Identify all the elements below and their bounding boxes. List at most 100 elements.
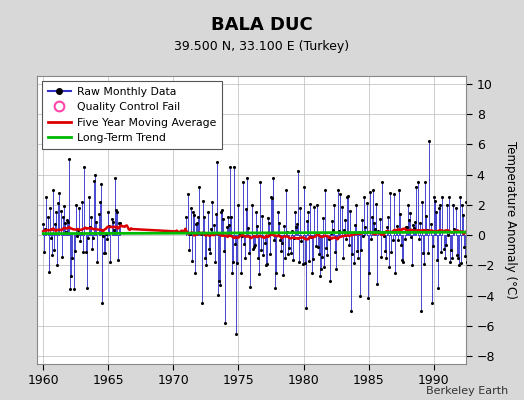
Point [353, 248, 361, 254]
Point [217, 209, 225, 216]
Point [106, 259, 115, 266]
Point [235, 231, 244, 237]
Point [401, 224, 410, 230]
Point [311, 243, 320, 249]
Point [368, 214, 376, 220]
Point [52, 209, 60, 216]
Point [204, 209, 212, 216]
Point [428, 300, 436, 306]
Point [230, 164, 238, 170]
Point [260, 240, 269, 246]
Point [194, 214, 203, 220]
Point [343, 194, 351, 200]
Point [397, 242, 406, 248]
Point [294, 168, 302, 174]
Point [218, 206, 226, 213]
Point [464, 255, 473, 261]
Point [291, 209, 299, 216]
Point [342, 236, 350, 242]
Point [445, 194, 453, 200]
Point [211, 259, 219, 266]
Point [425, 138, 434, 144]
Point [382, 255, 390, 261]
Point [446, 259, 454, 265]
Point [355, 228, 363, 235]
Point [229, 258, 237, 265]
Point [366, 189, 374, 196]
Point [449, 202, 457, 208]
Point [300, 260, 309, 266]
Point [59, 214, 67, 220]
Point [391, 227, 400, 234]
Point [248, 246, 257, 252]
Point [443, 202, 451, 208]
Point [270, 237, 278, 244]
Point [184, 247, 193, 254]
Point [435, 205, 443, 211]
Point [379, 229, 387, 235]
Point [40, 248, 48, 255]
Point [278, 240, 286, 246]
Point [281, 255, 289, 262]
Point [205, 246, 213, 252]
Point [269, 174, 277, 181]
Point [451, 205, 460, 211]
Point [253, 223, 261, 230]
Point [221, 320, 230, 326]
Point [77, 230, 85, 236]
Point [75, 205, 83, 211]
Point [361, 224, 369, 230]
Point [422, 213, 430, 220]
Point [275, 220, 283, 226]
Point [359, 232, 367, 239]
Point [185, 231, 194, 238]
Point [352, 202, 360, 208]
Point [94, 211, 103, 217]
Point [116, 220, 124, 226]
Point [69, 286, 78, 292]
Point [442, 242, 450, 248]
Point [48, 252, 56, 258]
Point [243, 174, 252, 181]
Point [411, 219, 420, 226]
Point [414, 236, 423, 242]
Point [58, 254, 66, 260]
Point [250, 242, 259, 248]
Point [193, 220, 201, 226]
Point [370, 220, 378, 226]
Point [467, 196, 476, 202]
Point [390, 270, 399, 276]
Point [264, 215, 272, 222]
Point [191, 270, 199, 276]
Point [356, 292, 364, 299]
Point [266, 251, 274, 258]
Point [297, 238, 305, 245]
Point [346, 208, 354, 214]
Point [351, 222, 359, 228]
Point [53, 262, 61, 268]
Point [196, 231, 205, 237]
Point [66, 286, 74, 292]
Point [299, 184, 308, 190]
Point [203, 230, 211, 237]
Point [46, 205, 54, 211]
Point [453, 255, 462, 261]
Point [323, 252, 332, 258]
Point [206, 250, 214, 256]
Point [104, 209, 113, 216]
Point [198, 300, 206, 306]
Point [315, 273, 324, 280]
Point [326, 230, 335, 236]
Point [354, 254, 362, 261]
Point [436, 202, 444, 208]
Point [271, 285, 280, 291]
Point [321, 186, 330, 193]
Point [427, 221, 435, 227]
Point [220, 248, 228, 254]
Point [226, 164, 234, 170]
Point [265, 220, 273, 226]
Point [83, 234, 92, 241]
Point [458, 202, 466, 208]
Y-axis label: Temperature Anomaly (°C): Temperature Anomaly (°C) [505, 141, 518, 299]
Point [101, 249, 109, 256]
